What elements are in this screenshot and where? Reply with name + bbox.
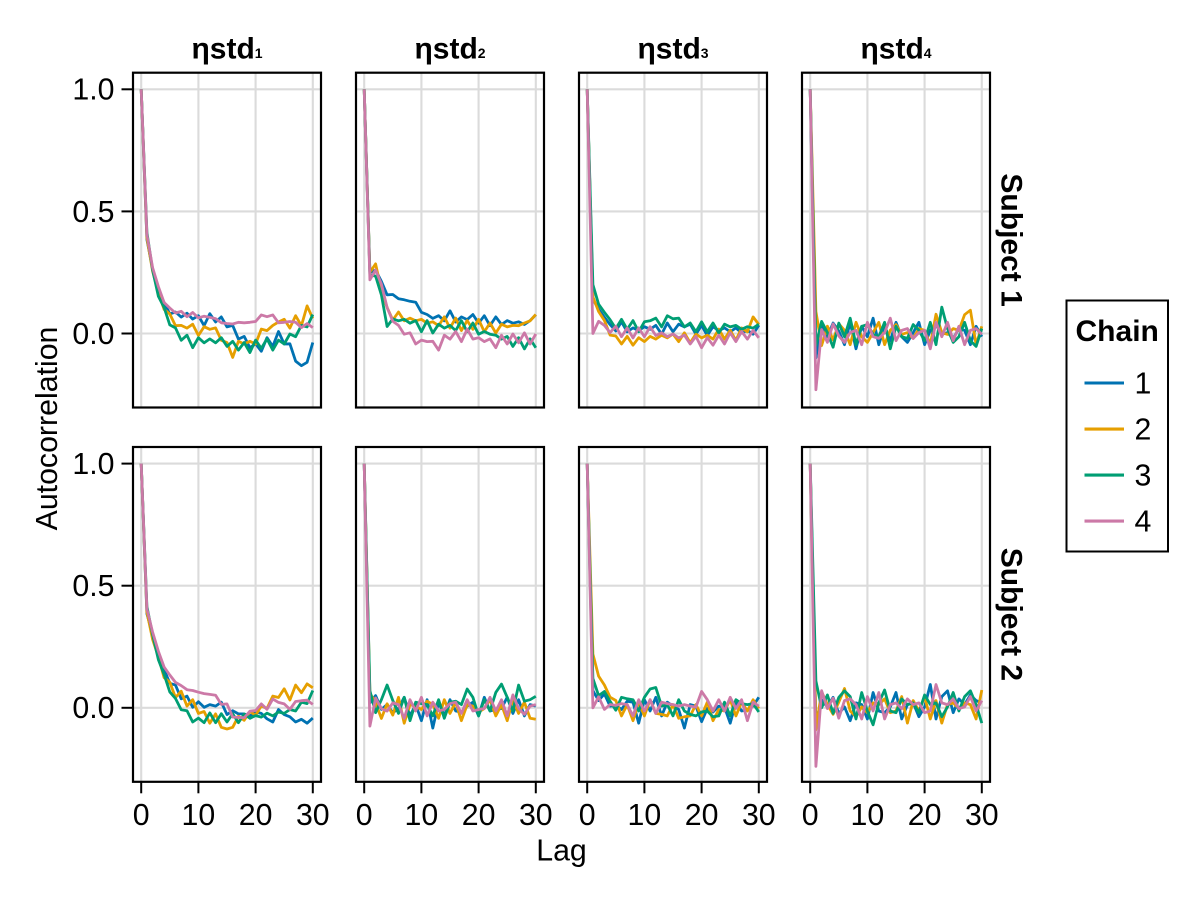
svg-text:0.0: 0.0: [72, 692, 114, 725]
svg-text:20: 20: [462, 799, 496, 832]
svg-text:Chain: Chain: [1076, 315, 1159, 348]
svg-text:30: 30: [742, 799, 776, 832]
svg-text:Autocorrelation: Autocorrelation: [31, 327, 64, 531]
svg-text:20: 20: [685, 799, 719, 832]
svg-text:20: 20: [239, 799, 273, 832]
svg-text:ηstd1: ηstd1: [191, 32, 262, 65]
svg-text:2: 2: [1135, 413, 1152, 446]
svg-text:10: 10: [628, 799, 662, 832]
svg-text:ηstd4: ηstd4: [860, 32, 931, 65]
svg-text:0.0: 0.0: [72, 318, 114, 351]
svg-text:0: 0: [802, 799, 819, 832]
svg-text:30: 30: [296, 799, 330, 832]
svg-text:0: 0: [133, 799, 150, 832]
svg-text:3: 3: [1135, 459, 1152, 492]
svg-text:ηstd2: ηstd2: [414, 32, 485, 65]
svg-text:20: 20: [908, 799, 942, 832]
svg-text:1: 1: [1135, 367, 1152, 400]
svg-text:4: 4: [1135, 505, 1152, 538]
svg-text:0: 0: [579, 799, 596, 832]
svg-text:Subject 1: Subject 1: [995, 173, 1028, 306]
svg-text:0.5: 0.5: [72, 570, 114, 603]
svg-text:10: 10: [851, 799, 885, 832]
svg-text:1.0: 1.0: [72, 448, 114, 481]
svg-text:0.5: 0.5: [72, 196, 114, 229]
svg-text:30: 30: [965, 799, 999, 832]
svg-text:30: 30: [519, 799, 553, 832]
svg-text:0: 0: [356, 799, 373, 832]
svg-text:ηstd3: ηstd3: [637, 32, 708, 65]
svg-text:1.0: 1.0: [72, 74, 114, 107]
svg-text:Subject 2: Subject 2: [995, 548, 1028, 681]
svg-text:10: 10: [405, 799, 439, 832]
svg-text:10: 10: [182, 799, 216, 832]
svg-text:Lag: Lag: [536, 834, 587, 867]
